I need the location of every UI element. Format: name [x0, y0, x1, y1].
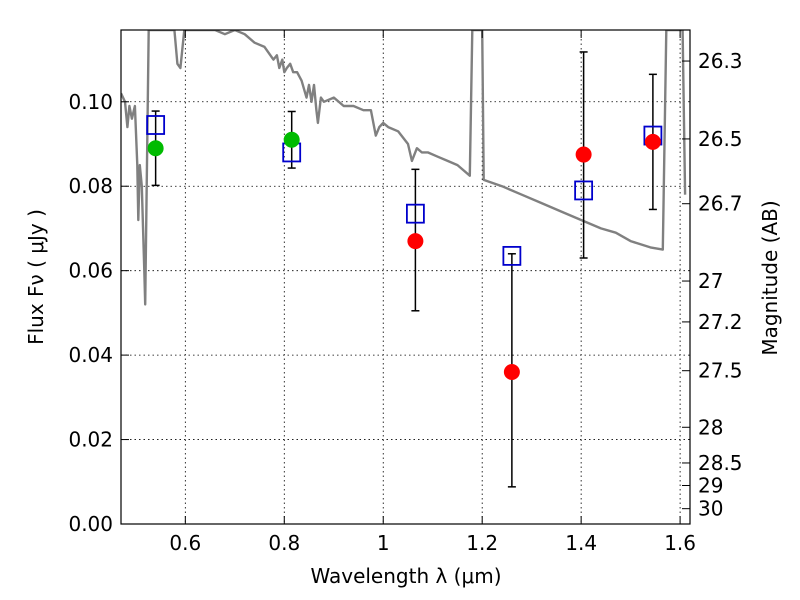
right-tick-label: 28.5 [698, 451, 743, 475]
right-tick-label: 27.5 [698, 359, 743, 383]
x-tick-label: 1.4 [565, 531, 597, 555]
right-tick-label: 26.5 [698, 127, 743, 151]
green-data-point [147, 140, 164, 157]
right-tick-label: 29 [698, 473, 723, 497]
model-square-marker [502, 245, 522, 266]
y-tick-label: 0.02 [68, 428, 113, 452]
y-tick-label: 0.06 [68, 259, 113, 283]
model-square-marker [146, 115, 166, 135]
model-square-marker [405, 203, 425, 224]
x-tick-label: 0.8 [268, 531, 300, 555]
grid [121, 30, 690, 524]
right-tick-label: 26.3 [698, 49, 743, 73]
x-tick-label: 1.2 [466, 531, 498, 555]
y-tick-label: 0.04 [68, 343, 113, 367]
y-tick-label: 0.10 [68, 90, 113, 114]
x-tick-label: 1 [377, 531, 390, 555]
markers [146, 115, 663, 380]
right-tick-label: 27.2 [698, 310, 743, 334]
red-data-point [407, 233, 424, 250]
right-tick-label: 26.7 [698, 192, 743, 216]
y-tick-label: 0.08 [68, 174, 113, 198]
right-tick-label: 28 [698, 415, 723, 439]
right-tick-label: 30 [698, 497, 723, 521]
spectrum-line [121, 30, 687, 306]
red-data-point [503, 364, 520, 380]
axis-ticks: 0.6 0.8 1 1.2 1.4 1.6 0.00 0.02 0.04 0.06 0.08 0.10… [68, 30, 743, 555]
red-data-point [644, 133, 661, 150]
green-data-point [283, 131, 300, 148]
y-tick-label: 0.00 [68, 512, 113, 536]
model-square-marker [574, 180, 594, 201]
plot-area [121, 30, 687, 306]
x-axis-label: Wavelength λ (μm) [310, 564, 501, 588]
x-tick-label: 1.6 [664, 531, 696, 555]
x-tick-label: 0.6 [169, 531, 201, 555]
plot-frame [120, 29, 691, 525]
right-axis-label: Magnitude (AB) [758, 200, 782, 355]
y-axis-label: Flux Fν ( μJy ) [24, 209, 48, 345]
right-tick-label: 27 [698, 269, 723, 293]
red-data-point [575, 146, 592, 163]
